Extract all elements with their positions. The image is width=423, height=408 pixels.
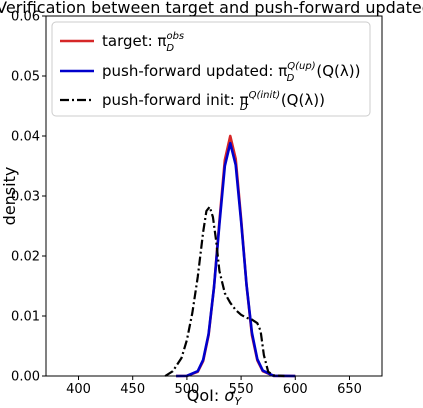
x-tick-label-5: 650 [337, 382, 362, 397]
y-tick-label-4: 0.04 [11, 130, 40, 145]
x-tick-label-2: 500 [174, 382, 199, 397]
chart-title: Verification between target and push-for… [0, 0, 423, 17]
plot-area [45, 15, 383, 378]
x-tick-label-0: 400 [66, 382, 91, 397]
y-axis-ticks: 0.00 0.01 0.02 0.03 0.04 0.05 0.06 [11, 10, 46, 385]
x-tick-label-4: 600 [283, 382, 308, 397]
y-tick-label-2: 0.02 [11, 250, 40, 265]
x-axis-ticks: 400 450 500 550 600 650 [66, 376, 362, 397]
legend: target: πobs D push-forward updated: πQ(up… [51, 21, 371, 117]
legend-entry-0: target: πobs D [102, 31, 184, 54]
legend-box [51, 21, 371, 117]
y-tick-label-3: 0.03 [11, 190, 40, 205]
y-tick-label-0: 0.00 [11, 370, 40, 385]
y-tick-label-6: 0.06 [11, 10, 40, 25]
y-axis-label: density [0, 167, 19, 226]
series-layer [164, 134, 296, 378]
x-tick-label-1: 450 [120, 382, 145, 397]
y-tick-label-5: 0.05 [11, 70, 40, 85]
x-axis-label: QoI: σY [187, 386, 243, 408]
series-line-2 [164, 205, 285, 378]
y-tick-label-1: 0.01 [11, 310, 40, 325]
legend-entry-2: push-forward init: πQ(init) D (Q(λ)) [102, 90, 325, 113]
legend-entry-1: push-forward updated: πQ(up) D (Q(λ)) [102, 61, 360, 84]
x-tick-label-3: 550 [229, 382, 254, 397]
series-line-1 [176, 141, 296, 378]
